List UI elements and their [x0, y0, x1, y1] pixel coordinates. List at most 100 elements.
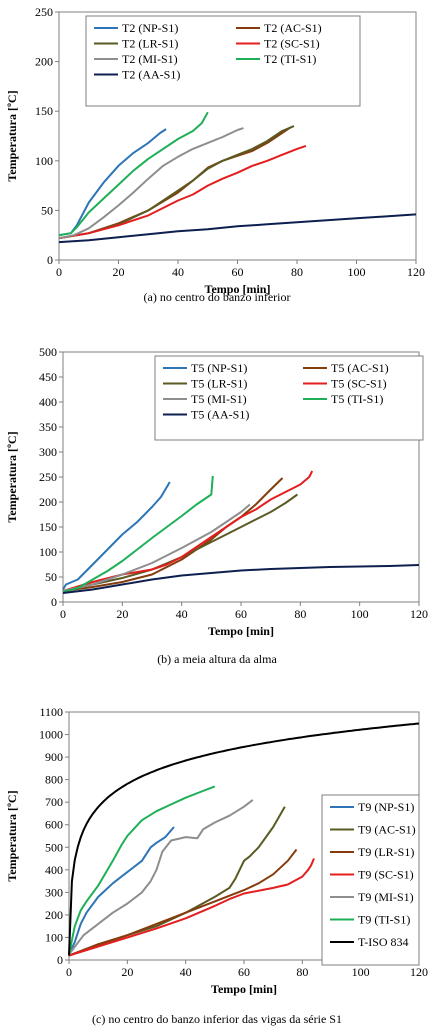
- x-tick-label: 0: [60, 607, 66, 621]
- y-tick-label: 800: [45, 773, 63, 787]
- x-tick-label: 0: [56, 265, 62, 279]
- legend-box-3: [321, 794, 420, 966]
- series-line-2-3: [62, 493, 298, 592]
- y-tick-label: 400: [45, 863, 63, 877]
- legend-entry: T5 (TI-S1): [331, 392, 383, 406]
- series-line-1-4: [58, 144, 307, 240]
- x-axis-label: Tempo [min]: [208, 624, 274, 638]
- series-line-1-1: [58, 128, 167, 237]
- y-tick-label: 500: [45, 840, 63, 854]
- y-tick-label: 50: [45, 570, 57, 584]
- legend-entry: T9 (LR-S1): [358, 845, 414, 859]
- figure-caption-2: (b) a meia altura da alma: [157, 652, 277, 666]
- y-axis-label: Temperatura [ºC]: [5, 790, 19, 881]
- legend-entry: T9 (TI-S1): [358, 913, 410, 927]
- x-tick-label: 100: [348, 265, 366, 279]
- y-tick-label: 250: [39, 470, 57, 484]
- y-tick-label: 1100: [39, 705, 63, 719]
- legend-entry: T-ISO 834: [358, 935, 409, 949]
- series-line-1-7: [58, 213, 417, 244]
- series-line-2-7: [62, 564, 420, 594]
- x-tick-label: 80: [296, 965, 308, 979]
- series-line-2-6: [62, 475, 214, 593]
- x-tick-label: 100: [352, 965, 370, 979]
- x-tick-label: 120: [410, 607, 428, 621]
- y-tick-label: 350: [39, 420, 57, 434]
- legend-entry: T5 (MI-S1): [191, 392, 247, 406]
- series-line-3-6: [68, 785, 216, 955]
- figure-caption-3: (c) no centro do banzo inferior das viga…: [92, 1012, 342, 1026]
- legend-entry: T9 (AC-S1): [358, 823, 416, 837]
- x-tick-label: 80: [294, 607, 306, 621]
- y-tick-label: 400: [39, 395, 57, 409]
- y-tick-label: 150: [39, 520, 57, 534]
- legend-box-1: [85, 15, 361, 107]
- y-axis-label: Temperatura [ºC]: [5, 90, 19, 181]
- series-line-3-5: [68, 799, 254, 956]
- series-line-3-7: [68, 722, 420, 956]
- x-axis-label: Tempo [min]: [205, 282, 271, 296]
- series-line-1-2: [58, 126, 292, 240]
- series-line-1-5: [58, 127, 244, 240]
- y-tick-label: 50: [41, 203, 53, 217]
- y-tick-label: 300: [39, 445, 57, 459]
- y-axis-label: Temperatura [ºC]: [5, 431, 19, 522]
- x-tick-label: 120: [407, 265, 425, 279]
- legend-entry: T9 (MI-S1): [358, 890, 414, 904]
- series-line-3-4: [68, 858, 315, 957]
- y-tick-label: 700: [45, 795, 63, 809]
- y-tick-label: 1000: [39, 728, 63, 742]
- legend-entry: T5 (NP-S1): [191, 361, 247, 375]
- legend-entry: T5 (AA-S1): [191, 408, 249, 422]
- x-tick-label: 60: [232, 265, 244, 279]
- legend-entry: T2 (NP-S1): [122, 21, 178, 35]
- y-tick-label: 200: [39, 495, 57, 509]
- series-line-3-1: [68, 826, 175, 955]
- x-axis-label: Tempo [min]: [211, 982, 277, 996]
- y-tick-label: 300: [45, 885, 63, 899]
- x-tick-label: 40: [176, 607, 188, 621]
- legend-entry: T2 (MI-S1): [122, 52, 178, 66]
- y-tick-label: 0: [47, 253, 53, 267]
- x-tick-label: 120: [410, 965, 428, 979]
- x-tick-label: 0: [66, 965, 72, 979]
- x-tick-label: 60: [235, 607, 247, 621]
- legend-entry: T2 (AC-S1): [264, 21, 322, 35]
- y-tick-label: 150: [35, 104, 53, 118]
- x-tick-label: 40: [172, 265, 184, 279]
- series-line-2-5: [62, 503, 251, 592]
- series-line-3-3: [68, 848, 298, 957]
- legend-entry: T9 (NP-S1): [358, 800, 414, 814]
- x-tick-label: 80: [291, 265, 303, 279]
- legend-entry: T2 (TI-S1): [264, 52, 316, 66]
- series-line-2-1: [62, 481, 171, 591]
- y-tick-label: 900: [45, 750, 63, 764]
- series-line-2-4: [62, 470, 314, 592]
- legend-entry: T9 (SC-S1): [358, 868, 414, 882]
- y-tick-label: 200: [45, 908, 63, 922]
- x-tick-label: 20: [116, 607, 128, 621]
- series-line-2-2: [62, 477, 284, 592]
- legend-entry: T5 (SC-S1): [331, 377, 387, 391]
- figure-caption-1: (a) no centro do banzo inferior: [144, 290, 291, 304]
- x-tick-label: 40: [180, 965, 192, 979]
- legend-entry: T2 (SC-S1): [264, 37, 320, 51]
- y-tick-label: 0: [51, 595, 57, 609]
- x-tick-label: 100: [351, 607, 369, 621]
- x-tick-label: 20: [113, 265, 125, 279]
- y-tick-label: 100: [39, 545, 57, 559]
- series-line-1-6: [58, 111, 209, 237]
- y-tick-label: 200: [35, 55, 53, 69]
- x-tick-label: 60: [238, 965, 250, 979]
- series-line-1-3: [58, 125, 295, 240]
- y-tick-label: 600: [45, 818, 63, 832]
- legend-box-2: [154, 355, 424, 441]
- legend-entry: T2 (LR-S1): [122, 37, 178, 51]
- y-tick-label: 0: [57, 953, 63, 967]
- legend-entry: T5 (LR-S1): [191, 377, 247, 391]
- x-tick-label: 20: [121, 965, 133, 979]
- y-tick-label: 250: [35, 5, 53, 19]
- y-tick-label: 450: [39, 370, 57, 384]
- y-tick-label: 500: [39, 345, 57, 359]
- y-tick-label: 100: [35, 154, 53, 168]
